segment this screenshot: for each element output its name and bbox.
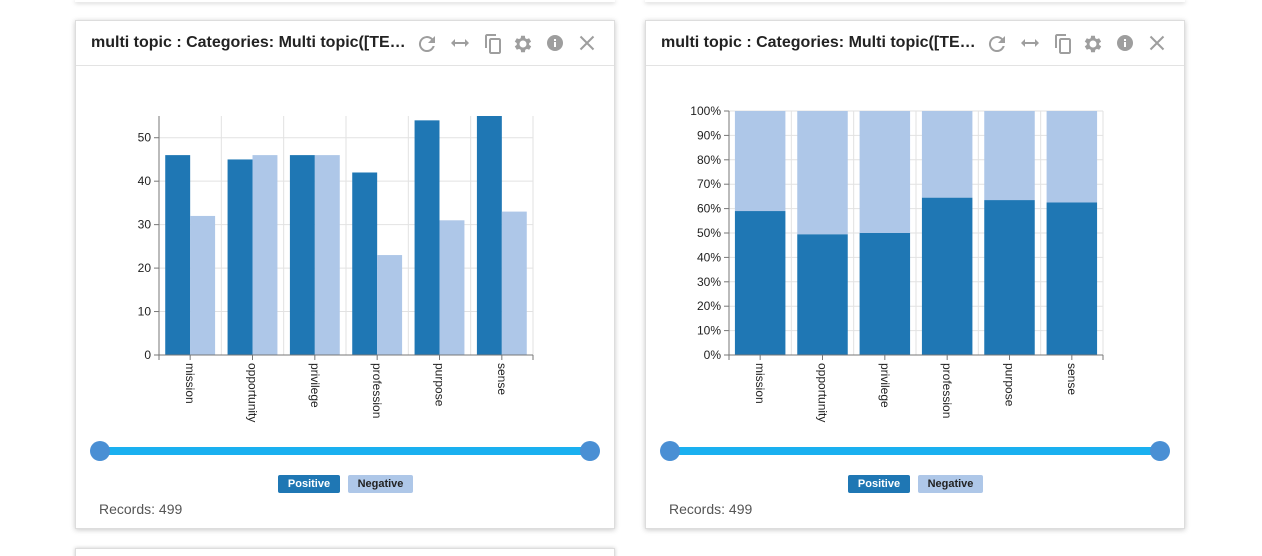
bar-negative-profession[interactable] (377, 255, 403, 355)
x-tick-label-opportunity: opportunity (246, 363, 260, 422)
y-tick-label: 30% (697, 275, 721, 289)
x-tick-label-sense: sense (1065, 363, 1079, 395)
bar-positive-purpose[interactable] (414, 120, 440, 355)
y-tick-label: 20% (697, 299, 721, 313)
bar-negative-mission[interactable] (734, 111, 786, 212)
y-tick-label: 60% (697, 202, 721, 216)
y-tick-label: 70% (697, 177, 721, 191)
copy-icon[interactable] (1051, 32, 1073, 54)
bar-negative-privilege[interactable] (859, 111, 911, 233)
panel-title: multi topic : Categories: Multi topic([T… (661, 34, 979, 51)
records-count: Records: 499 (669, 501, 753, 517)
x-tick-label-mission: mission (753, 363, 767, 404)
bar-negative-purpose[interactable] (984, 111, 1035, 201)
range-slider[interactable] (660, 441, 1170, 461)
bar-positive-mission[interactable] (165, 155, 191, 355)
bar-negative-profession[interactable] (921, 111, 973, 198)
bar-positive-profession[interactable] (352, 172, 378, 355)
panel-title: multi topic : Categories: Multi topic([T… (91, 34, 409, 51)
copy-icon[interactable] (481, 32, 503, 54)
x-tick-label-privilege: privilege (308, 363, 322, 408)
y-tick-label: 50 (138, 131, 152, 145)
y-tick-label: 10% (697, 324, 721, 338)
panel-above-left (75, 0, 615, 2)
close-icon[interactable] (576, 32, 598, 54)
bar-negative-sense[interactable] (1046, 111, 1098, 203)
chart-panel-grouped: multi topic : Categories: Multi topic([T… (75, 20, 615, 529)
bar-negative-privilege[interactable] (314, 155, 340, 355)
range-slider[interactable] (90, 441, 600, 461)
records-count: Records: 499 (99, 501, 183, 517)
panel-above-right (645, 0, 1185, 2)
panel-header: multi topic : Categories: Multi topic([T… (646, 21, 1184, 66)
bar-positive-sense[interactable] (476, 116, 502, 355)
y-tick-label: 90% (697, 128, 721, 142)
slider-handle-end[interactable] (580, 441, 600, 461)
slider-track[interactable] (670, 447, 1160, 455)
y-tick-label: 100% (690, 104, 721, 118)
slider-handle-start[interactable] (90, 441, 110, 461)
bar-positive-privilege[interactable] (859, 233, 911, 355)
legend: Positive Negative (76, 475, 614, 493)
slider-handle-end[interactable] (1150, 441, 1170, 461)
close-icon[interactable] (1146, 32, 1168, 54)
y-tick-label: 0% (704, 348, 722, 362)
info-icon[interactable] (544, 32, 566, 54)
bar-negative-opportunity[interactable] (252, 155, 278, 355)
stacked-percent-bar-chart: 0% 10% 20% 30% 40% 50% 60% 70% 80% 90% 100% mission… (690, 104, 1104, 422)
y-tick-label: 10 (138, 305, 152, 319)
x-tick-label-opportunity: opportunity (816, 363, 830, 422)
x-tick-label-purpose: purpose (433, 363, 447, 407)
bar-negative-mission[interactable] (190, 215, 216, 355)
y-tick-label: 0 (144, 348, 151, 362)
y-tick-label: 20 (138, 261, 152, 275)
panel-header: multi topic : Categories: Multi topic([T… (76, 21, 614, 66)
expand-horizontal-icon[interactable] (449, 32, 471, 54)
expand-horizontal-icon[interactable] (1019, 32, 1041, 54)
refresh-icon[interactable] (985, 32, 1007, 54)
x-tick-label-profession: profession (370, 363, 384, 418)
bar-negative-purpose[interactable] (439, 220, 465, 355)
y-tick-label: 50% (697, 226, 721, 240)
bar-positive-opportunity[interactable] (797, 234, 848, 355)
y-tick-label: 40 (138, 174, 152, 188)
info-icon[interactable] (1114, 32, 1136, 54)
bar-negative-opportunity[interactable] (797, 111, 848, 235)
x-tick-label-sense: sense (495, 363, 509, 395)
settings-icon[interactable] (512, 32, 534, 54)
slider-handle-start[interactable] (660, 441, 680, 461)
bar-positive-sense[interactable] (1046, 202, 1098, 356)
legend-item-positive[interactable]: Positive (278, 475, 340, 493)
bar-positive-purpose[interactable] (984, 200, 1035, 355)
legend: Positive Negative (646, 475, 1184, 493)
y-tick-label: 80% (697, 153, 721, 167)
slider-track[interactable] (100, 447, 590, 455)
chart-panel-stacked-percent: multi topic : Categories: Multi topic([T… (645, 20, 1185, 529)
legend-item-positive[interactable]: Positive (848, 475, 910, 493)
x-tick-label-mission: mission (183, 363, 197, 404)
x-tick-label-profession: profession (940, 363, 954, 418)
bar-positive-privilege[interactable] (289, 155, 315, 355)
settings-icon[interactable] (1082, 32, 1104, 54)
y-tick-label: 30 (138, 218, 152, 232)
legend-item-negative[interactable]: Negative (918, 475, 983, 493)
x-tick-label-purpose: purpose (1003, 363, 1017, 407)
x-tick-label-privilege: privilege (878, 363, 892, 408)
bar-negative-sense[interactable] (501, 211, 527, 355)
bar-chart: 0 10 20 30 40 50 mission opportunity privilege pr… (138, 116, 534, 422)
bar-positive-opportunity[interactable] (227, 159, 253, 355)
y-tick-label: 40% (697, 250, 721, 264)
bar-positive-profession[interactable] (921, 197, 973, 355)
bar-positive-mission[interactable] (734, 211, 786, 355)
legend-item-negative[interactable]: Negative (348, 475, 413, 493)
refresh-icon[interactable] (415, 32, 437, 54)
panel-below-left (75, 548, 615, 556)
